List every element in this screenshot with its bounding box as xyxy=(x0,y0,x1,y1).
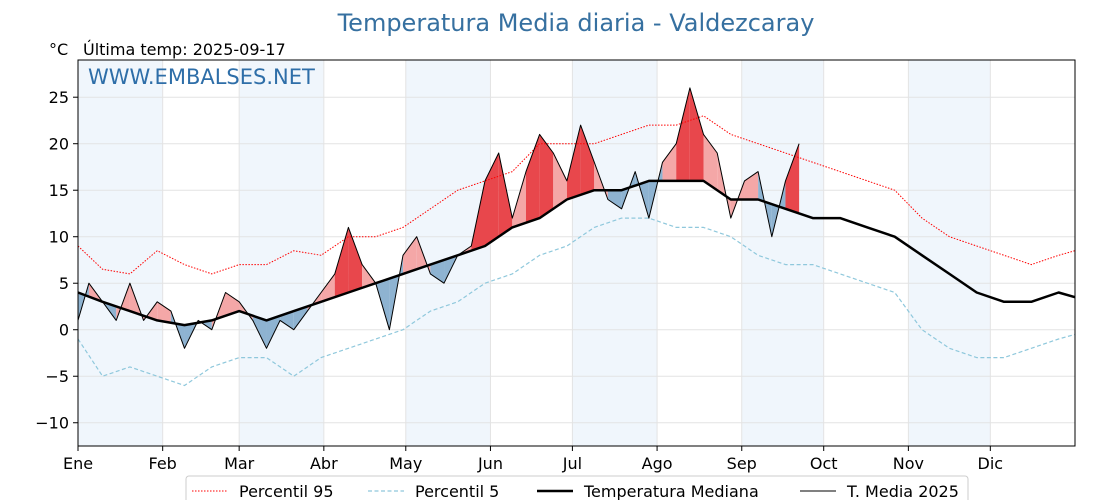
above-median-fill xyxy=(498,153,513,237)
plot-frame xyxy=(77,59,1076,447)
below-median-fill xyxy=(607,190,622,209)
x-tick-label: Jul xyxy=(562,454,582,473)
x-tick: Sep xyxy=(727,446,757,473)
above-median-fill xyxy=(744,171,759,200)
x-tick: Ene xyxy=(63,446,93,473)
below-median-fill xyxy=(293,306,308,330)
month-bands xyxy=(78,60,991,446)
y-tick: −5 xyxy=(45,367,78,386)
y-tick: 15 xyxy=(49,181,78,200)
x-tick-label: Feb xyxy=(149,454,177,473)
above-median-fill xyxy=(580,125,595,195)
above-median-fill xyxy=(225,292,240,316)
x-axis: Ene Feb Mar Abr May Jun Jul Ago Sep Oct Nov Dic xyxy=(63,446,1003,473)
x-tick-label: Abr xyxy=(310,454,338,473)
above-median-fill xyxy=(553,153,567,209)
x-tick: Feb xyxy=(149,446,177,473)
x-tick: Ago xyxy=(642,446,673,473)
x-tick: Dic xyxy=(978,446,1004,473)
x-tick-label: Jun xyxy=(477,454,503,473)
y-tick-label: 20 xyxy=(49,135,69,154)
y-tick: −10 xyxy=(35,414,78,433)
y-tick-label: 10 xyxy=(49,228,69,247)
above-median-fill xyxy=(539,134,554,219)
watermark: WWW.EMBALSES.NET xyxy=(88,65,315,89)
y-tick: 25 xyxy=(49,88,78,107)
y-tick: 10 xyxy=(49,228,78,247)
above-median-fill xyxy=(662,143,677,181)
x-tick-label: Sep xyxy=(727,454,757,473)
month-band-ene xyxy=(78,60,163,446)
last-temp-label: Última temp: 2025-09-17 xyxy=(83,40,286,59)
x-tick: Mar xyxy=(224,446,255,473)
x-tick-label: May xyxy=(389,454,422,473)
above-median-fill xyxy=(157,301,171,323)
month-band-nov xyxy=(908,60,991,446)
legend-frame xyxy=(185,475,969,500)
above-median-fill xyxy=(321,273,335,302)
series-line-p5 xyxy=(77,217,1076,387)
month-band-jul xyxy=(572,60,658,446)
legend-label-current: T. Media 2025 xyxy=(846,482,959,500)
above-median-fill xyxy=(689,87,704,181)
above-median-fill xyxy=(334,227,349,298)
y-tick-label: 5 xyxy=(59,274,69,293)
above-median-fill xyxy=(484,153,499,247)
x-tick: Jul xyxy=(562,446,582,473)
y-tick: 20 xyxy=(49,135,78,154)
above-median-fill xyxy=(785,143,800,214)
y-tick-label: 0 xyxy=(59,321,69,340)
legend-label-p95: Percentil 95 xyxy=(239,482,334,500)
y-tick-label: −10 xyxy=(35,414,69,433)
y-axis: 25 20 15 10 5 0 −5 −10 xyxy=(35,88,78,433)
x-tick-label: Ago xyxy=(642,454,673,473)
legend: Percentil 95 Percentil 5 Temperatura Media… xyxy=(185,475,969,500)
series-line-p95 xyxy=(77,115,1076,275)
x-tick-label: Oct xyxy=(810,454,838,473)
y-tick-label: −5 xyxy=(45,367,69,386)
above-median-fill xyxy=(348,227,363,293)
x-tick: May xyxy=(389,446,422,473)
y-tick-label: 25 xyxy=(49,88,69,107)
y-tick: 0 xyxy=(59,321,78,340)
month-band-mar xyxy=(239,60,324,446)
x-tick: Jun xyxy=(477,446,503,473)
above-median-fill xyxy=(676,87,690,181)
series-line-median xyxy=(77,179,1076,327)
x-tick: Nov xyxy=(893,446,924,473)
chart-title: Temperatura Media diaria - Valdezcaray xyxy=(337,9,815,37)
series-lines xyxy=(77,87,1076,387)
legend-label-p5: Percentil 5 xyxy=(415,482,499,500)
above-median-fill xyxy=(362,264,376,288)
below-median-fill xyxy=(266,315,281,349)
legend-label-median: Temperatura Mediana xyxy=(583,482,759,500)
above-median-fill xyxy=(403,236,417,274)
below-median-fill xyxy=(430,259,445,284)
y-tick-label: 15 xyxy=(49,181,69,200)
x-tick-label: Ene xyxy=(63,454,93,473)
x-tick: Oct xyxy=(810,446,838,473)
above-median-fill xyxy=(512,171,526,228)
x-tick: Abr xyxy=(310,446,338,473)
above-median-fill xyxy=(703,134,718,191)
x-tick-label: Dic xyxy=(978,454,1004,473)
y-unit-label: °C xyxy=(49,40,68,59)
above-median-fill xyxy=(525,134,540,223)
series-line-current xyxy=(77,87,800,349)
y-tick: 5 xyxy=(59,274,78,293)
x-tick-label: Mar xyxy=(224,454,255,473)
x-tick-label: Nov xyxy=(893,454,924,473)
